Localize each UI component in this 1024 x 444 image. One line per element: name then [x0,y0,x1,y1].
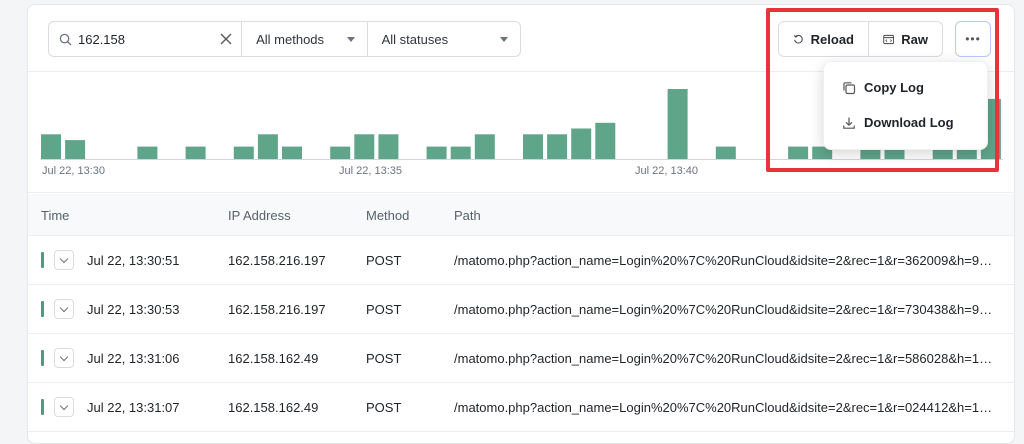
cell-method: POST [366,302,402,317]
status-indicator [41,252,44,268]
histogram-bar[interactable] [282,146,302,159]
histogram-bar[interactable] [354,134,375,159]
chevron-down-icon [59,254,69,263]
copy-icon [843,81,856,94]
chevron-down-icon [59,401,69,410]
reload-icon [793,34,803,44]
col-ip[interactable]: IP Address [228,208,291,223]
histogram-bar[interactable] [474,134,495,159]
methods-select-label: All methods [256,31,325,47]
col-time[interactable]: Time [41,208,70,223]
reload-label: Reload [810,31,854,47]
search-input[interactable] [78,31,208,47]
table-header: Time IP Address Method Path [28,194,1014,236]
caret-down-icon [346,36,355,42]
filter-bar: All methods All statuses [48,21,521,57]
table-row[interactable]: Jul 22, 13:31:06 162.158.162.49 POST /ma… [28,335,1014,383]
expand-row-button[interactable] [54,299,74,319]
table-row[interactable]: Jul 22, 13:30:51 162.158.216.197 POST /m… [28,237,1014,285]
cell-ip: 162.158.162.49 [228,351,319,366]
cell-time: Jul 22, 13:31:07 [87,400,180,415]
search-box[interactable] [49,22,243,56]
col-method[interactable]: Method [366,208,410,223]
col-path[interactable]: Path [454,208,481,223]
cell-time: Jul 22, 13:31:06 [87,351,180,366]
cell-path: /matomo.php?action_name=Login%20%7C%20Ru… [454,351,994,366]
cell-path: /matomo.php?action_name=Login%20%7C%20Ru… [454,302,994,317]
histogram-bar[interactable] [547,134,568,159]
histogram-bar[interactable] [426,146,447,159]
search-icon [59,33,72,46]
histogram-bar[interactable] [41,134,61,159]
x-tick-label: Jul 22, 13:35 [339,165,402,177]
histogram-bar[interactable] [185,146,206,159]
download-log-label: Download Log [864,115,954,130]
cell-ip: 162.158.216.197 [228,302,326,317]
table-row[interactable]: Jul 22, 13:31:07 162.158.162.49 POST /ma… [28,384,1014,432]
cell-ip: 162.158.162.49 [228,400,319,415]
histogram-bar[interactable] [523,134,543,159]
cell-method: POST [366,351,402,366]
cell-time: Jul 22, 13:30:53 [87,302,180,317]
table-row[interactable]: Jul 22, 13:30:53 162.158.216.197 POST /m… [28,286,1014,334]
reload-button[interactable]: Reload [779,22,868,56]
histogram-bar[interactable] [715,146,736,159]
cell-path: /matomo.php?action_name=Login%20%7C%20Ru… [454,253,994,268]
histogram-bar[interactable] [257,134,278,159]
more-options-menu: Copy Log Download Log [823,61,988,150]
histogram-bar[interactable] [812,146,833,159]
histogram-bar[interactable] [571,128,592,160]
methods-select[interactable]: All methods [242,22,368,56]
download-log-item[interactable]: Download Log [842,115,954,130]
chevron-down-icon [59,303,69,312]
x-tick-label: Jul 22, 13:30 [42,165,105,177]
histogram-bar[interactable] [667,89,688,159]
copy-log-label: Copy Log [864,80,924,95]
raw-label: Raw [901,31,928,47]
chevron-down-icon [59,352,69,361]
statuses-select[interactable]: All statuses [368,22,520,56]
cell-method: POST [366,253,402,268]
histogram-bar[interactable] [595,122,616,159]
histogram-bar[interactable] [788,146,809,159]
copy-log-item[interactable]: Copy Log [842,80,924,95]
status-indicator [41,350,44,366]
histogram-bar[interactable] [233,146,254,159]
x-tick-label: Jul 22, 13:40 [635,165,698,177]
raw-button[interactable]: Raw [868,22,942,56]
histogram-bar[interactable] [65,140,86,159]
expand-row-button[interactable] [54,397,74,417]
expand-row-button[interactable] [54,348,74,368]
histogram-bar[interactable] [450,146,471,159]
status-indicator [41,301,44,317]
cell-time: Jul 22, 13:30:51 [87,253,180,268]
code-window-icon [883,34,894,44]
histogram-bar[interactable] [137,146,158,159]
statuses-select-label: All statuses [381,31,449,47]
more-dots-icon: ••• [965,32,981,46]
cell-path: /matomo.php?action_name=Login%20%7C%20Ru… [454,400,994,415]
cell-method: POST [366,400,402,415]
histogram-bar[interactable] [378,134,399,159]
cell-ip: 162.158.216.197 [228,253,326,268]
clear-icon[interactable] [219,32,233,46]
status-indicator [41,399,44,415]
download-icon [843,117,855,129]
expand-row-button[interactable] [54,250,74,270]
histogram-bar[interactable] [330,146,351,159]
more-options-button[interactable]: ••• [955,21,991,57]
toolbar-buttons: Reload Raw [778,21,943,57]
caret-down-icon [500,36,508,42]
